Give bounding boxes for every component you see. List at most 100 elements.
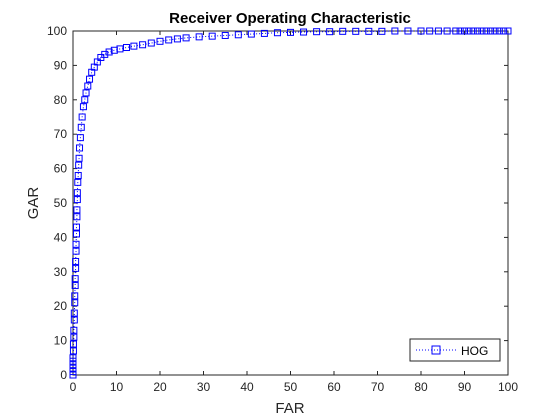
data-point-marker	[76, 144, 84, 152]
legend-marker-sample	[431, 345, 441, 355]
data-point-marker	[72, 240, 80, 248]
y-axis-label: GAR	[25, 187, 42, 220]
chart-title: Receiver Operating Characteristic	[169, 10, 411, 27]
data-point-marker	[195, 33, 203, 41]
data-point-marker	[352, 27, 360, 35]
data-point-marker	[73, 206, 81, 214]
data-point-marker	[72, 230, 80, 238]
data-point-marker	[378, 27, 386, 35]
y-tick-label: 50	[54, 196, 68, 210]
data-point-marker	[72, 247, 80, 255]
y-tick-label: 20	[54, 299, 68, 313]
x-tick-label: 70	[371, 380, 385, 394]
data-point-marker	[130, 42, 138, 50]
legend: HOG	[409, 338, 501, 362]
data-point-marker	[287, 28, 294, 36]
x-tick-label: 60	[327, 380, 341, 394]
data-point-marker	[116, 45, 124, 53]
data-point-marker	[461, 27, 468, 35]
y-tick-label: 40	[54, 230, 68, 244]
data-point-marker	[74, 178, 82, 186]
data-point-marker	[504, 27, 512, 35]
data-point-marker	[139, 41, 147, 49]
data-point-marker	[84, 82, 92, 90]
data-point-marker	[71, 282, 79, 290]
data-point-marker	[234, 31, 242, 39]
data-point-marker	[86, 75, 94, 83]
data-point-marker	[69, 354, 77, 362]
data-point-marker	[404, 27, 412, 35]
data-point-marker	[313, 28, 321, 36]
x-tick-label: 50	[284, 380, 298, 394]
data-point-marker	[443, 27, 451, 35]
data-point-marker	[81, 96, 89, 104]
y-tick-label: 60	[54, 162, 68, 176]
data-point-marker	[173, 35, 181, 43]
data-point-marker	[72, 264, 80, 272]
x-axis-label: FAR	[275, 400, 304, 417]
data-point-marker	[474, 27, 482, 35]
data-point-marker	[74, 171, 82, 179]
data-point-marker	[417, 27, 425, 35]
data-point-marker	[260, 29, 268, 37]
plot-area	[72, 30, 509, 376]
data-point-marker	[123, 44, 130, 52]
legend-label-hog: HOG	[461, 344, 488, 358]
data-point-marker	[456, 27, 464, 35]
y-tick-label: 100	[47, 24, 67, 38]
data-point-marker	[482, 27, 490, 35]
data-point-marker	[487, 27, 495, 35]
data-point-marker	[500, 27, 508, 35]
x-tick-label: 80	[414, 380, 428, 394]
data-point-marker	[491, 27, 499, 35]
data-point-marker	[391, 27, 399, 35]
data-point-marker	[75, 161, 83, 169]
data-point-marker	[465, 27, 473, 35]
data-point-marker	[70, 333, 78, 341]
data-point-marker	[73, 213, 81, 221]
data-point-marker	[71, 299, 79, 307]
y-tick-label: 90	[54, 58, 68, 72]
data-point-marker	[69, 347, 77, 355]
data-point-marker	[77, 123, 85, 131]
data-point-marker	[101, 50, 109, 58]
data-point-marker	[469, 27, 477, 35]
data-point-marker	[71, 292, 79, 300]
data-point-marker	[182, 34, 190, 42]
data-point-marker	[434, 27, 442, 35]
data-point-marker	[78, 113, 86, 121]
data-point-marker	[70, 316, 78, 324]
y-tick-label: 10	[54, 334, 68, 348]
data-point-marker	[165, 36, 173, 44]
data-point-marker	[300, 28, 308, 36]
data-point-marker	[221, 31, 229, 39]
series-layer	[69, 27, 512, 379]
data-point-marker	[70, 309, 78, 317]
data-point-marker	[426, 27, 434, 35]
data-point-marker	[69, 340, 77, 348]
data-point-marker	[72, 223, 80, 231]
x-tick-label: 100	[498, 380, 518, 394]
data-point-marker	[452, 27, 460, 35]
data-point-marker	[73, 189, 81, 197]
data-point-marker	[71, 275, 79, 283]
y-tick-label: 30	[54, 265, 68, 279]
x-tick-label: 40	[240, 380, 254, 394]
y-tick-label: 0	[60, 368, 67, 382]
data-point-marker	[208, 32, 216, 40]
x-tick-label: 0	[70, 380, 77, 394]
data-point-marker	[75, 154, 83, 162]
data-point-marker	[147, 39, 155, 47]
data-point-marker	[156, 37, 164, 45]
data-point-marker	[273, 29, 281, 37]
x-tick-label: 90	[458, 380, 472, 394]
y-tick-label: 70	[54, 127, 68, 141]
data-point-marker	[478, 27, 486, 35]
x-tick-label: 10	[110, 380, 124, 394]
data-point-marker	[365, 27, 373, 35]
data-point-marker	[70, 326, 78, 334]
data-point-marker	[72, 257, 80, 265]
x-tick-label: 20	[153, 380, 167, 394]
x-tick-label: 30	[197, 380, 211, 394]
